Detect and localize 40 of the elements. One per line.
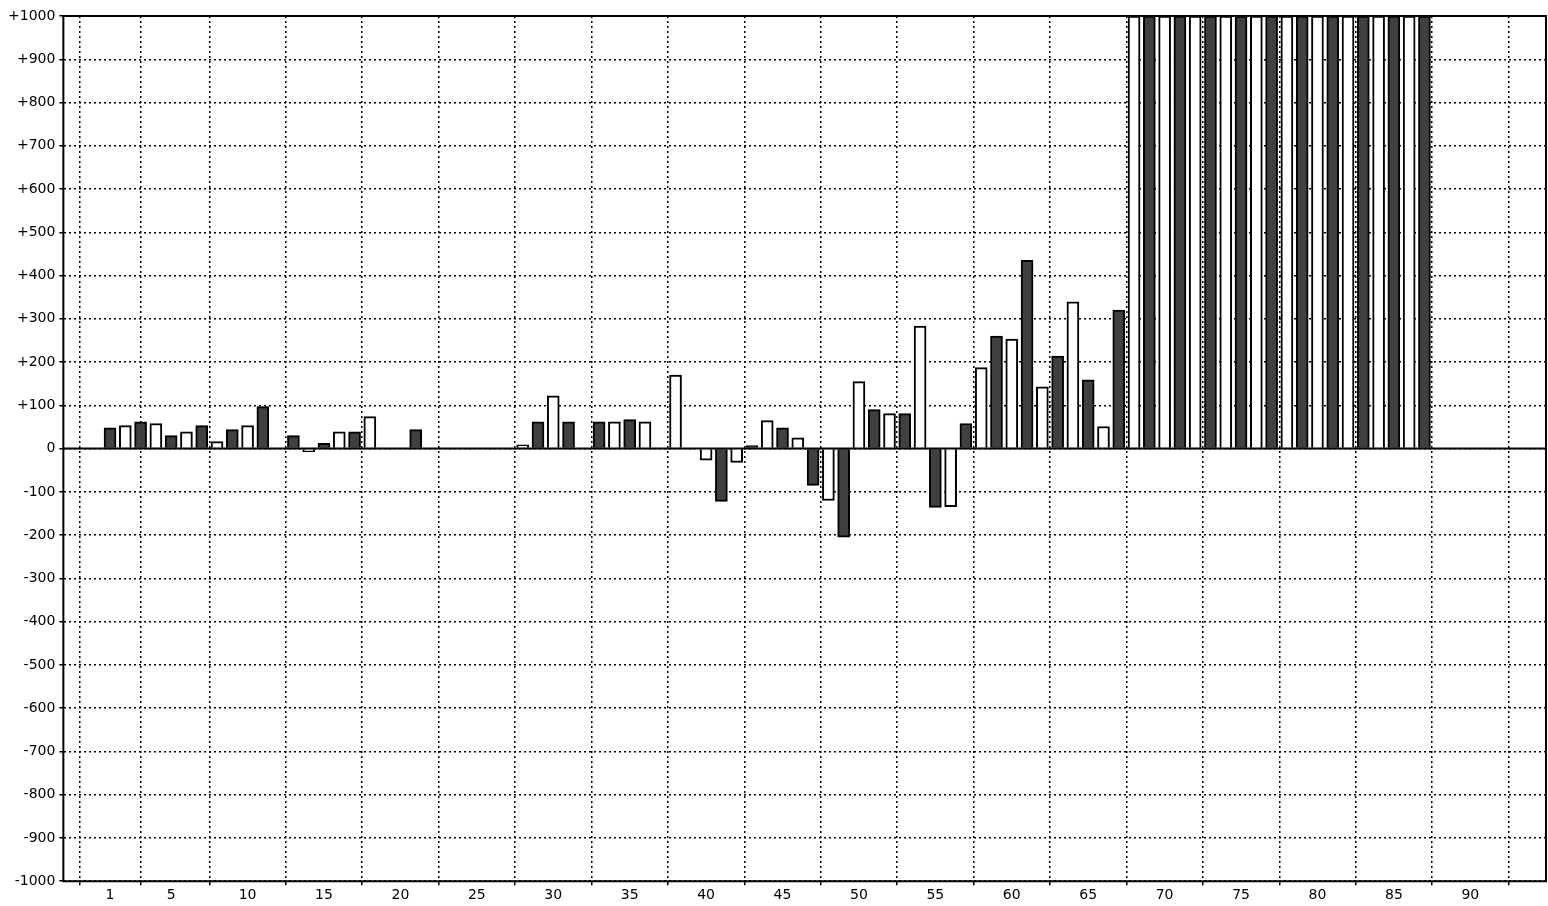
- x-tick-label: 80: [1308, 886, 1327, 903]
- x-tick-label: 50: [850, 886, 868, 903]
- x-tick-label: 1: [105, 886, 115, 903]
- x-tick-label: 75: [1232, 886, 1250, 903]
- x-tick-label: 25: [467, 886, 486, 903]
- x-tick-label: 45: [773, 886, 792, 903]
- y-tick-label: +100: [16, 395, 56, 412]
- x-tick-label: 65: [1079, 886, 1098, 903]
- y-tick-label: +700: [16, 136, 56, 153]
- x-tick-label: 35: [620, 886, 639, 903]
- y-tick-label: -600: [23, 698, 56, 715]
- x-tick-label: 40: [697, 886, 716, 903]
- y-tick-label: +1000: [8, 6, 56, 23]
- y-tick-label: +200: [16, 352, 56, 369]
- y-tick-label: -300: [23, 569, 56, 586]
- y-tick-label: -100: [23, 482, 56, 499]
- y-tick-label: +900: [16, 49, 56, 66]
- y-tick-label: +300: [16, 309, 56, 326]
- x-tick-label: 85: [1384, 886, 1403, 903]
- x-tick-label: 10: [238, 886, 257, 903]
- y-tick-label: +800: [16, 93, 56, 110]
- x-tick-label: 90: [1461, 886, 1480, 903]
- y-tick-label: -500: [23, 655, 56, 672]
- y-tick-label: -700: [23, 742, 56, 759]
- y-tick-label: +500: [16, 222, 56, 239]
- y-tick-label: -200: [23, 525, 56, 542]
- y-tick-label: -400: [23, 612, 56, 629]
- x-tick-label: 70: [1155, 886, 1174, 903]
- x-tick-label: 15: [315, 886, 333, 903]
- x-tick-label: 30: [544, 886, 563, 903]
- y-tick-label: +600: [16, 179, 56, 196]
- y-tick-label: -1000: [14, 871, 56, 888]
- x-tick-label: 60: [1002, 886, 1021, 903]
- y-tick-label: -900: [23, 828, 56, 845]
- y-tick-label: 0: [46, 439, 56, 456]
- x-tick-label: 55: [926, 886, 945, 903]
- x-tick-label: 20: [391, 886, 410, 903]
- y-tick-label: -800: [23, 785, 56, 802]
- y-tick-label: +400: [16, 266, 56, 283]
- x-tick-label: 5: [166, 886, 176, 903]
